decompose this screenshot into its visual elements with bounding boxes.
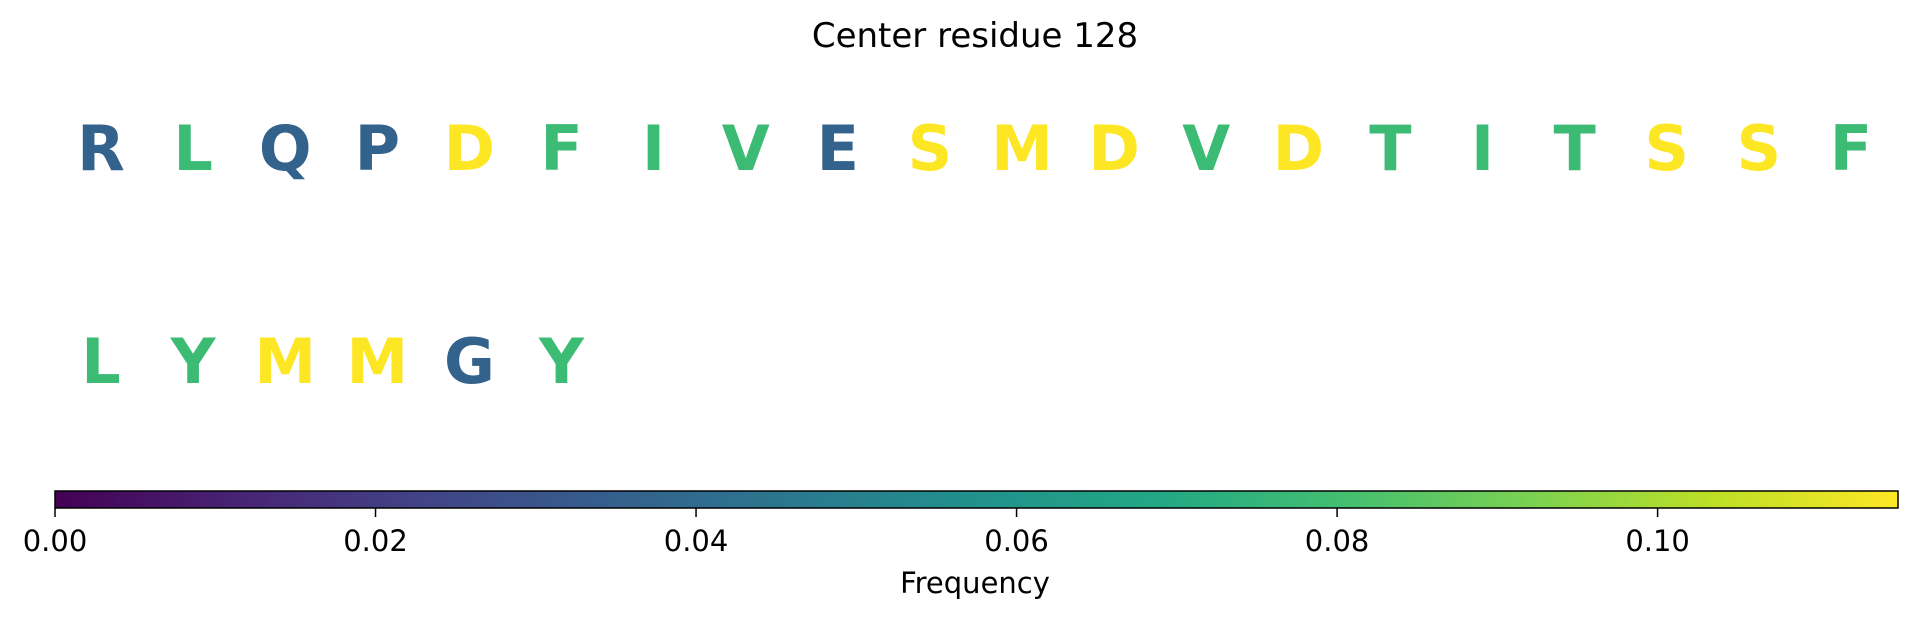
residue-letter: I	[1471, 112, 1494, 185]
residue-letter: S	[1644, 112, 1689, 185]
residue-letter: G	[444, 325, 495, 398]
colorbar-tick-label: 0.06	[984, 524, 1049, 558]
colorbar-gradient	[54, 490, 1899, 509]
residue-letter: T	[1553, 112, 1595, 185]
residue-letter: S	[1736, 112, 1781, 185]
residue-letter: L	[173, 112, 213, 185]
residue-letter: M	[254, 325, 316, 398]
residue-letter: Y	[170, 325, 217, 398]
colorbar-tick-label: 0.10	[1625, 524, 1690, 558]
colorbar-ticks: 0.00 0.02 0.04 0.06 0.08 0.10	[23, 508, 1690, 558]
residue-letter: I	[642, 112, 665, 185]
residue-letter: F	[540, 112, 582, 185]
residue-letter: E	[817, 112, 859, 185]
colorbar-label: Frequency	[900, 566, 1050, 600]
colorbar-tick-label: 0.08	[1305, 524, 1370, 558]
residue-letter: Y	[538, 325, 585, 398]
residue-letter: R	[77, 112, 125, 185]
residue-letter: T	[1369, 112, 1411, 185]
residue-letter: S	[908, 112, 953, 185]
colorbar-tick-label: 0.00	[23, 524, 88, 558]
residue-letter: L	[81, 325, 121, 398]
residue-letter: V	[722, 112, 770, 185]
residue-letter: D	[1273, 112, 1324, 185]
residue-letters: R L Q P D F I V E S M D V D T I T S S FL Y M M G Y	[77, 112, 1872, 398]
colorbar-tick-label: 0.02	[343, 524, 408, 558]
residue-letter: P	[355, 112, 400, 185]
residue-letter: V	[1182, 112, 1230, 185]
residue-letter: M	[346, 325, 408, 398]
residue-letter: D	[1088, 112, 1139, 185]
chart-title: Center residue 128	[812, 16, 1138, 56]
residue-letter: M	[991, 112, 1053, 185]
colorbar: 0.00 0.02 0.04 0.06 0.08 0.10 Frequency	[23, 490, 1899, 600]
residue-letter: Q	[259, 112, 312, 185]
residue-letter: D	[444, 112, 495, 185]
residue-letter: F	[1830, 112, 1872, 185]
colorbar-tick-label: 0.04	[664, 524, 729, 558]
